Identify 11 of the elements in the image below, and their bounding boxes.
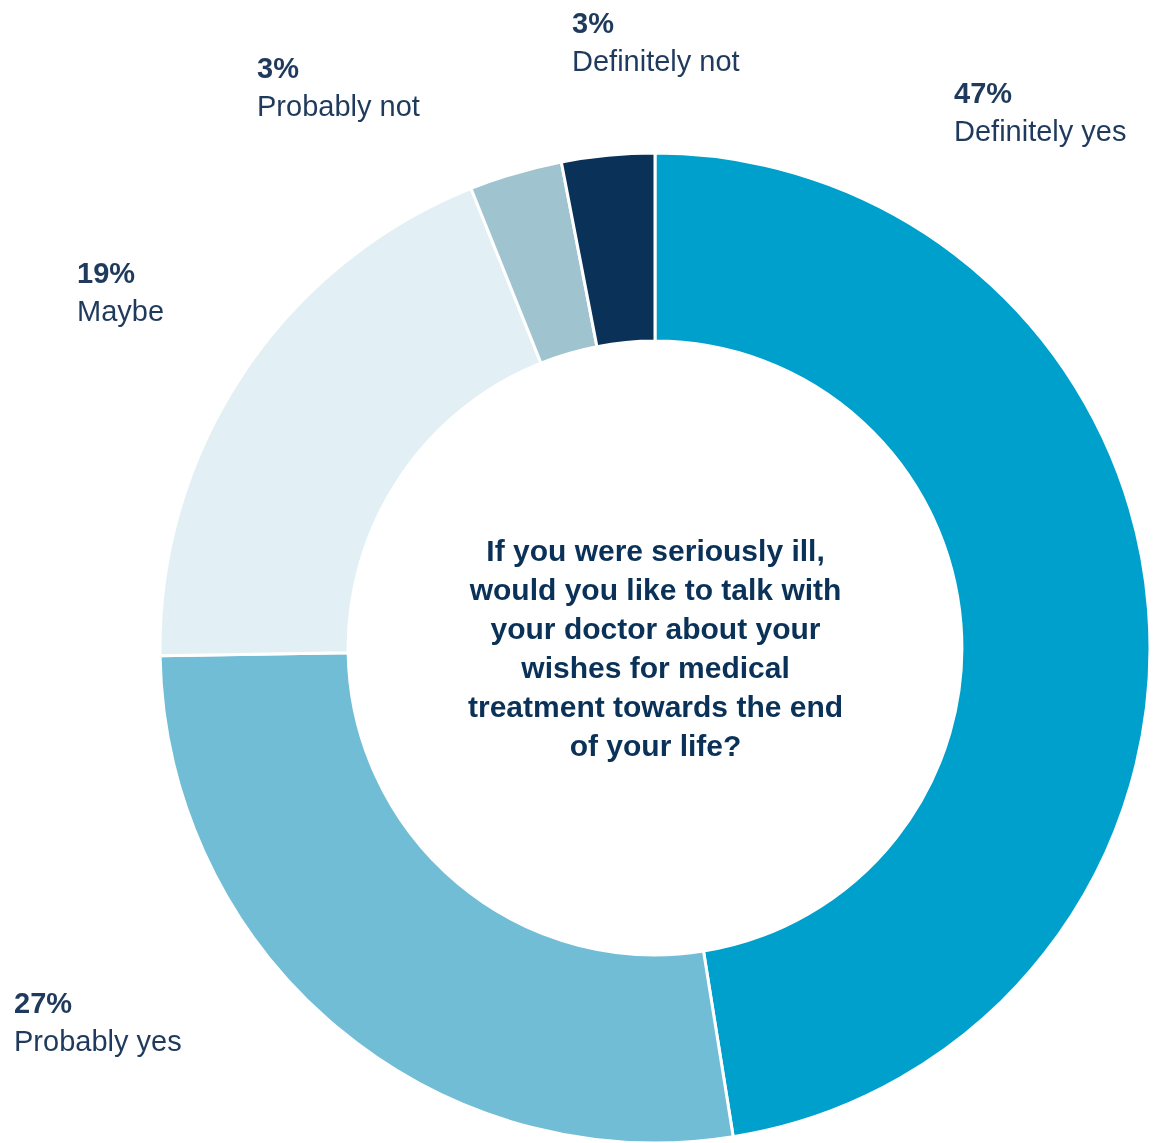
text: If you were seriously ill, would you like to talk with your doctor about your wishes for medical treatment towards the end of your life? [468,534,844,762]
data-label: 27% [14,987,73,1019]
data-label: 3% [572,7,615,39]
data-label: 19% [77,257,136,289]
slice-label: Probably not [257,89,420,122]
slice-label: Definitely yes [954,114,1127,147]
slice-label: Probably yes [14,1024,182,1057]
slice-label: Definitely not [572,44,740,77]
data-label: 47% [954,77,1013,109]
slice-label: Maybe [77,294,165,327]
data-label: 3% [257,52,300,84]
